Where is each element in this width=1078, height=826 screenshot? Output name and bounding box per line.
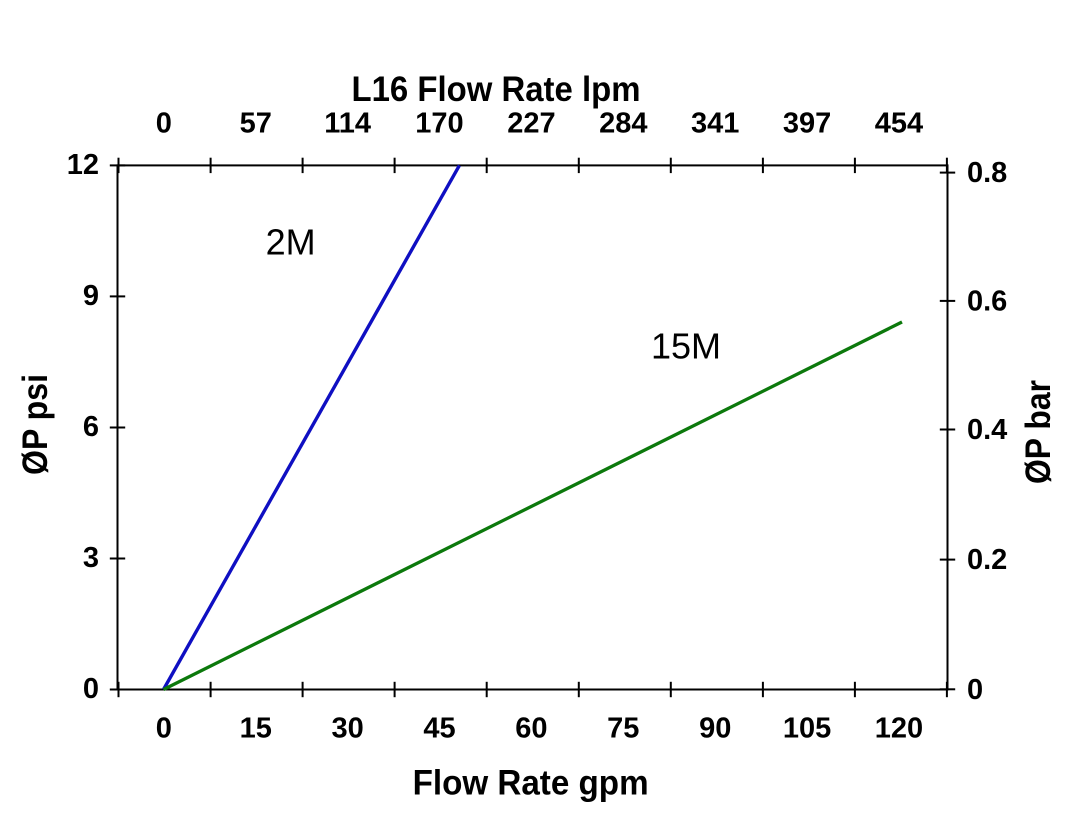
svg-text:0: 0	[156, 107, 172, 139]
svg-text:60: 60	[515, 712, 547, 744]
svg-text:57: 57	[240, 107, 272, 139]
svg-text:Flow Rate gpm: Flow Rate gpm	[413, 764, 649, 803]
svg-text:170: 170	[415, 107, 463, 139]
svg-text:0.4: 0.4	[967, 414, 1007, 446]
svg-text:454: 454	[875, 107, 923, 139]
svg-text:15M: 15M	[651, 326, 721, 367]
svg-text:12: 12	[67, 149, 99, 181]
svg-text:397: 397	[783, 107, 831, 139]
svg-text:0.2: 0.2	[967, 544, 1007, 576]
svg-text:0: 0	[83, 673, 99, 705]
svg-text:114: 114	[324, 107, 371, 139]
svg-text:0.8: 0.8	[967, 157, 1007, 189]
svg-text:227: 227	[507, 107, 555, 139]
svg-text:75: 75	[607, 712, 639, 744]
svg-text:L16 Flow Rate lpm: L16 Flow Rate lpm	[352, 70, 641, 109]
svg-text:15: 15	[240, 712, 272, 744]
svg-text:45: 45	[423, 712, 455, 744]
svg-text:105: 105	[783, 712, 831, 744]
svg-text:ØP psi: ØP psi	[16, 374, 55, 475]
svg-text:6: 6	[83, 411, 99, 443]
svg-text:9: 9	[83, 280, 99, 312]
svg-text:0: 0	[967, 674, 983, 706]
svg-text:90: 90	[699, 712, 731, 744]
svg-text:284: 284	[599, 107, 647, 139]
svg-text:2M: 2M	[266, 222, 316, 263]
svg-text:0.6: 0.6	[967, 285, 1007, 317]
svg-text:30: 30	[331, 712, 363, 744]
svg-text:3: 3	[83, 542, 99, 574]
svg-text:341: 341	[691, 107, 739, 139]
svg-text:120: 120	[875, 712, 923, 744]
svg-text:0: 0	[156, 712, 172, 744]
svg-text:ØP bar: ØP bar	[1019, 380, 1058, 484]
